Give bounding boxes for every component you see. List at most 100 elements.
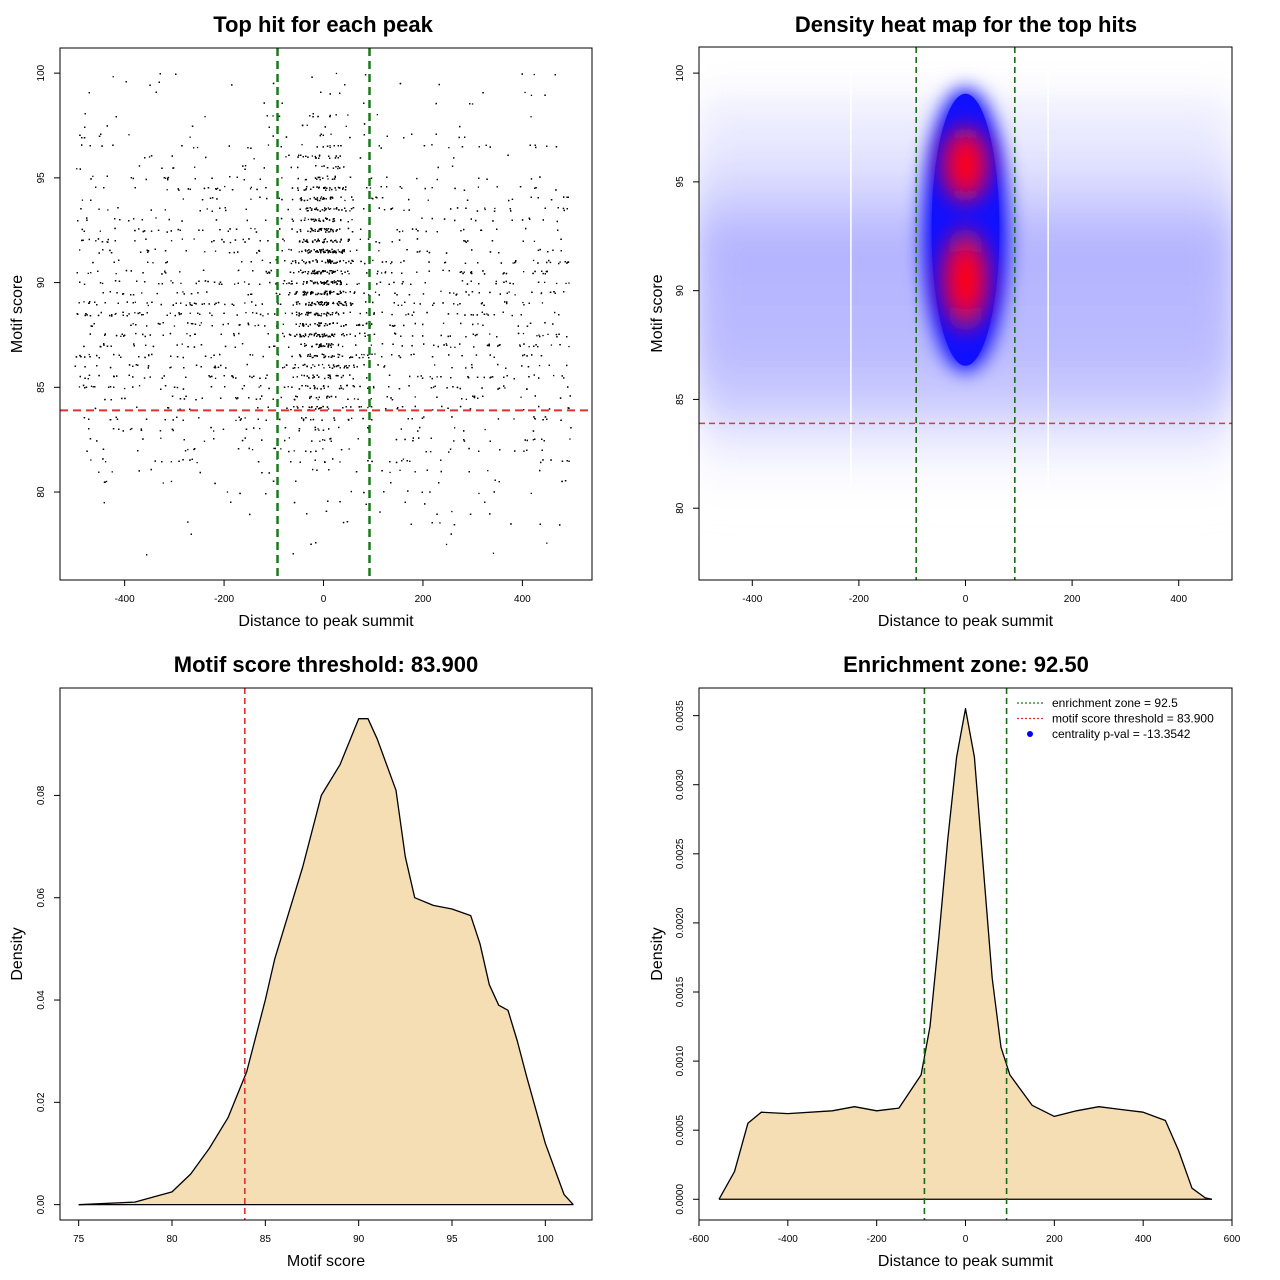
- data-point: [205, 156, 207, 159]
- data-point: [257, 418, 259, 420]
- data-point: [83, 417, 86, 419]
- data-point: [307, 218, 310, 221]
- data-point: [312, 270, 314, 272]
- data-point: [530, 492, 532, 494]
- data-point: [373, 385, 375, 388]
- data-point: [273, 345, 275, 347]
- data-point: [454, 187, 456, 190]
- data-point: [327, 376, 329, 379]
- data-point: [190, 323, 193, 325]
- data-point: [303, 293, 306, 296]
- data-point: [531, 291, 533, 293]
- data-point: [391, 313, 393, 316]
- data-point: [157, 229, 160, 231]
- data-point: [451, 416, 453, 418]
- data-point: [378, 145, 380, 147]
- data-point: [204, 280, 207, 282]
- data-point: [236, 398, 238, 400]
- data-point: [158, 81, 160, 83]
- data-point: [164, 250, 167, 252]
- data-point: [129, 428, 132, 431]
- data-point: [250, 227, 252, 230]
- data-point: [560, 250, 562, 252]
- data-point: [342, 304, 344, 306]
- data-point: [327, 408, 330, 410]
- data-point: [528, 217, 530, 219]
- data-point: [122, 311, 124, 313]
- data-point: [389, 471, 391, 474]
- data-point: [450, 346, 452, 348]
- data-point: [403, 324, 405, 327]
- data-point: [331, 248, 333, 251]
- data-point: [342, 388, 344, 390]
- data-point: [327, 302, 330, 304]
- data-point: [464, 136, 466, 138]
- data-point: [544, 322, 546, 324]
- data-point: [102, 458, 104, 460]
- data-point: [182, 388, 185, 390]
- data-point: [318, 186, 320, 188]
- data-point: [343, 304, 345, 306]
- data-point: [270, 269, 272, 272]
- data-point: [385, 408, 387, 410]
- data-point: [374, 291, 377, 293]
- data-point: [473, 396, 475, 398]
- data-point: [302, 156, 304, 158]
- data-point: [492, 220, 494, 222]
- data-point: [237, 282, 239, 284]
- data-point: [335, 281, 337, 283]
- data-point: [493, 314, 495, 316]
- data-point: [486, 313, 488, 315]
- data-point: [265, 493, 267, 495]
- data-point: [517, 325, 519, 327]
- data-point: [142, 314, 144, 316]
- data-point: [338, 364, 340, 367]
- data-point: [176, 344, 178, 346]
- data-point: [78, 302, 80, 304]
- data-point: [121, 397, 123, 400]
- data-point: [250, 198, 252, 200]
- data-point: [560, 238, 562, 240]
- data-point: [306, 239, 308, 241]
- data-point: [568, 460, 570, 462]
- data-point: [182, 198, 184, 200]
- data-point: [540, 461, 542, 464]
- data-point: [338, 314, 340, 316]
- data-point: [339, 283, 341, 286]
- data-point: [384, 365, 386, 367]
- data-point: [398, 231, 401, 233]
- data-point: [264, 325, 266, 327]
- data-point: [403, 209, 405, 211]
- data-point: [417, 430, 419, 432]
- data-point: [306, 250, 309, 252]
- data-point: [528, 376, 530, 378]
- data-point: [267, 313, 269, 315]
- data-point: [98, 252, 100, 254]
- data-point: [472, 323, 474, 326]
- data-point: [321, 165, 323, 168]
- data-point: [115, 334, 118, 337]
- data-point: [330, 281, 332, 283]
- data-point: [138, 385, 141, 387]
- data-point: [316, 469, 318, 471]
- data-point: [318, 322, 320, 324]
- data-point: [202, 269, 205, 271]
- scatter-points: [74, 72, 572, 556]
- data-point: [240, 418, 242, 420]
- data-point: [296, 314, 298, 316]
- data-point: [497, 418, 500, 420]
- data-point: [546, 542, 548, 544]
- data-point: [520, 396, 522, 398]
- data-point: [111, 471, 113, 473]
- data-point: [272, 135, 274, 137]
- data-point: [553, 374, 555, 377]
- data-point: [109, 366, 112, 369]
- data-point: [306, 513, 308, 515]
- data-point: [208, 303, 210, 305]
- data-point: [241, 388, 244, 390]
- data-point: [84, 356, 86, 358]
- data-point: [224, 386, 226, 388]
- data-point: [399, 82, 402, 85]
- data-point: [541, 449, 543, 451]
- data-point: [238, 416, 240, 418]
